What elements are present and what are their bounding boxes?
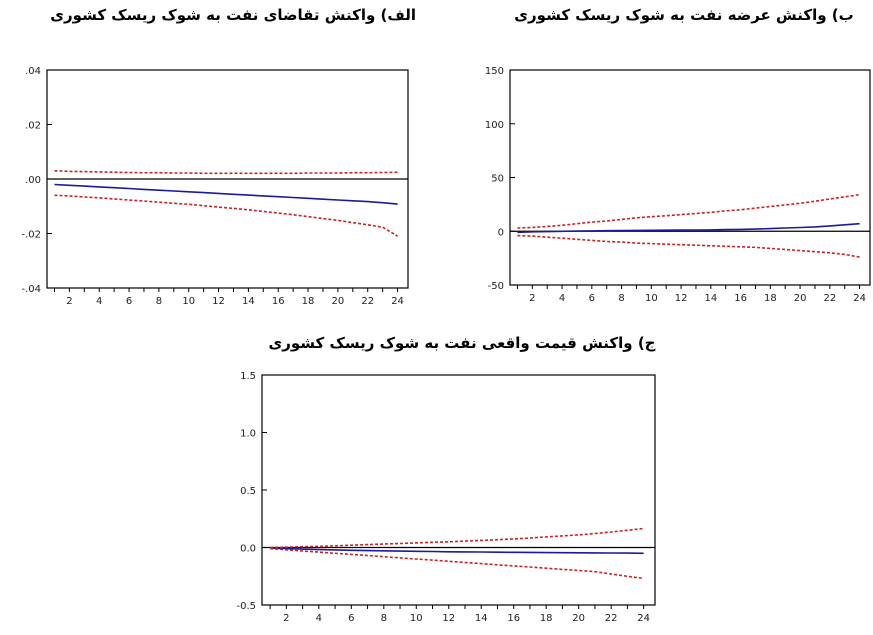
x-tick-label: 10 [182,296,195,307]
x-tick-label: 18 [540,613,553,624]
series-line-lower [517,234,860,258]
x-tick-label: 2 [529,293,535,304]
x-tick-label: 16 [507,613,520,624]
x-tick-label: 6 [126,296,132,307]
x-tick-label: 6 [348,613,354,624]
y-tick-label: 0.5 [240,486,256,497]
x-tick-label: 12 [675,293,688,304]
x-tick-label: 18 [764,293,777,304]
series-line-response [54,183,398,205]
x-tick-label: 4 [96,296,102,307]
x-tick-label: 24 [391,296,404,307]
series-line-lower [54,194,399,237]
x-tick-label: 16 [272,296,285,307]
x-tick-label: 2 [283,613,289,624]
plot-frame [509,69,871,286]
x-tick-label: 4 [316,613,322,624]
x-tick-label: 8 [381,613,387,624]
y-tick-label: -.02 [21,230,41,241]
chart-title-supply: ب) واکنش عرضه نفت به شوک ریسک کشوری [514,6,854,24]
y-tick-label: 1.5 [240,371,256,382]
x-tick-label: 8 [618,293,624,304]
plot-frame [261,374,656,606]
y-tick-label: -50 [488,281,504,292]
y-tick-label: 50 [491,174,504,185]
x-tick-label: 24 [853,293,866,304]
x-tick-label: 10 [645,293,658,304]
y-tick-label: 0.0 [240,544,256,555]
x-tick-label: 18 [302,296,315,307]
y-tick-label: .04 [25,66,41,77]
y-tick-label: 150 [485,66,504,77]
y-tick-label: .00 [25,175,41,186]
x-tick-label: 6 [589,293,595,304]
series-line-response [517,222,860,234]
series-line-response [270,547,644,555]
x-tick-label: 2 [66,296,72,307]
x-tick-label: 14 [475,613,488,624]
y-tick-label: -0.5 [236,601,256,612]
x-tick-label: 20 [794,293,807,304]
x-tick-label: 12 [442,613,455,624]
series-line-upper [54,170,398,175]
x-tick-label: 8 [156,296,162,307]
y-tick-label: 1.0 [240,429,256,440]
x-tick-label: 10 [410,613,423,624]
x-tick-label: 4 [559,293,565,304]
x-tick-label: 14 [704,293,717,304]
x-tick-label: 22 [605,613,618,624]
series-line-upper [270,527,644,549]
x-tick-label: 20 [572,613,585,624]
chart-title-price: ج) واکنش قیمت واقعی نفت به شوک ریسک کشور… [268,334,656,352]
x-tick-label: 16 [734,293,747,304]
x-tick-label: 14 [242,296,255,307]
series-line-upper [517,193,860,229]
x-tick-label: 20 [332,296,345,307]
x-tick-label: 24 [637,613,650,624]
x-tick-label: 22 [361,296,374,307]
y-tick-label: 100 [485,120,504,131]
y-tick-label: -.04 [21,284,41,295]
x-tick-label: 22 [823,293,836,304]
chart-price: 1.51.00.50.0-0.52 4 6 8 10 12 14 16 18 20 22 24 [236,371,656,624]
series-line-lower [270,547,644,580]
chart-title-demand: الف) واکنش تقاضای نفت به شوک ریسک کشوری [50,6,416,24]
chart-demand: .04.02.00-.02-.042 4 6 8 10 12 14 16 18 20 22 24 [21,66,409,307]
x-tick-label: 12 [212,296,225,307]
y-tick-label: 0 [498,227,504,238]
y-tick-label: .02 [25,121,41,132]
